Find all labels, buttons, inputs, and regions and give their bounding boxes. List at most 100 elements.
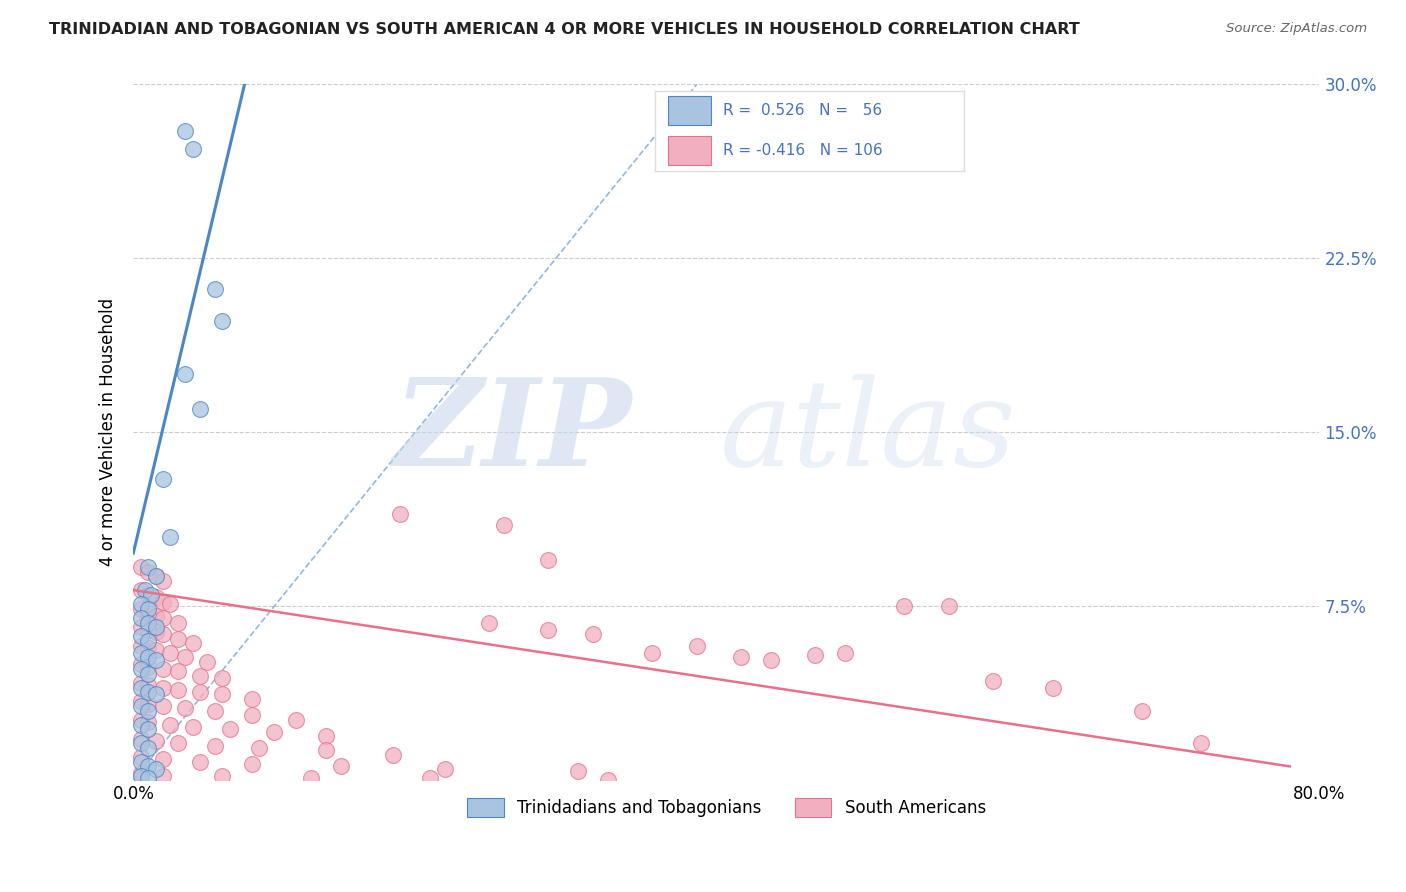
Point [136,565,159,579]
Point [759,653,782,667]
Point [152,681,174,695]
Point [247,740,270,755]
Point [166,665,188,679]
Point [136,723,159,737]
Point [136,641,159,656]
Point [136,759,159,773]
Y-axis label: 4 or more Vehicles in Household: 4 or more Vehicles in Household [100,298,117,566]
Legend: Trinidadians and Tobagonians, South Americans: Trinidadians and Tobagonians, South Amer… [460,791,993,824]
Point [166,736,188,750]
Point [129,601,152,615]
Point [181,720,204,734]
Point [129,717,152,731]
Text: TRINIDADIAN AND TOBAGONIAN VS SOUTH AMERICAN 4 OR MORE VEHICLES IN HOUSEHOLD COR: TRINIDADIAN AND TOBAGONIAN VS SOUTH AMER… [49,22,1080,37]
Point [136,623,159,637]
Point [596,773,619,788]
Point [893,599,915,614]
Point [145,624,167,639]
Point [145,762,167,776]
Point [285,713,308,727]
Point [129,639,152,653]
Point [152,662,174,676]
Point [166,682,188,697]
Point [145,734,167,748]
Point [211,769,233,783]
Point [981,673,1004,688]
Point [129,750,152,764]
Point [381,747,404,762]
Point [204,704,226,718]
Point [218,723,240,737]
Point [174,124,197,138]
Point [166,615,188,630]
Point [136,678,159,692]
Point [136,704,159,718]
Point [129,736,152,750]
Point [129,662,152,676]
Point [145,688,167,702]
Point [159,597,181,611]
Point [145,620,167,634]
Point [129,657,152,672]
Point [136,685,159,699]
Point [686,639,709,653]
Point [136,666,159,681]
Point [1189,736,1212,750]
Text: Source: ZipAtlas.com: Source: ZipAtlas.com [1226,22,1367,36]
Point [136,615,159,630]
Text: atlas: atlas [720,374,1017,491]
Point [145,653,167,667]
Point [159,530,181,544]
Point [537,553,560,567]
Point [188,402,211,417]
Point [152,472,174,486]
Point [152,627,174,641]
Point [834,646,856,660]
Point [188,669,211,683]
Point [433,762,456,776]
Text: ZIP: ZIP [394,373,631,491]
Point [136,659,159,673]
Point [641,646,664,660]
Point [159,646,181,660]
Point [136,771,159,785]
Point [136,715,159,730]
Point [492,518,515,533]
Point [188,755,211,769]
Point [129,646,152,660]
Point [211,671,233,685]
Point [567,764,589,778]
Point [152,611,174,625]
Point [174,368,197,382]
Point [730,650,752,665]
Point [211,314,233,328]
Point [152,769,174,783]
Point [1130,704,1153,718]
Point [204,281,226,295]
Point [315,743,337,757]
Point [129,769,152,783]
Point [211,688,233,702]
Point [136,697,159,711]
Point [136,650,159,665]
Point [145,590,167,604]
Point [181,142,204,156]
Point [129,731,152,746]
Point [152,752,174,766]
Point [419,771,441,785]
Point [129,766,152,780]
Point [145,643,167,657]
Point [136,607,159,621]
Point [129,583,152,598]
Point [129,755,152,769]
Point [145,569,167,583]
Point [329,759,352,773]
Point [174,650,197,665]
Point [389,507,412,521]
Point [136,588,159,602]
Point [129,611,152,625]
Point [139,588,162,602]
Point [299,771,322,785]
Point [174,701,197,715]
Point [240,692,263,706]
